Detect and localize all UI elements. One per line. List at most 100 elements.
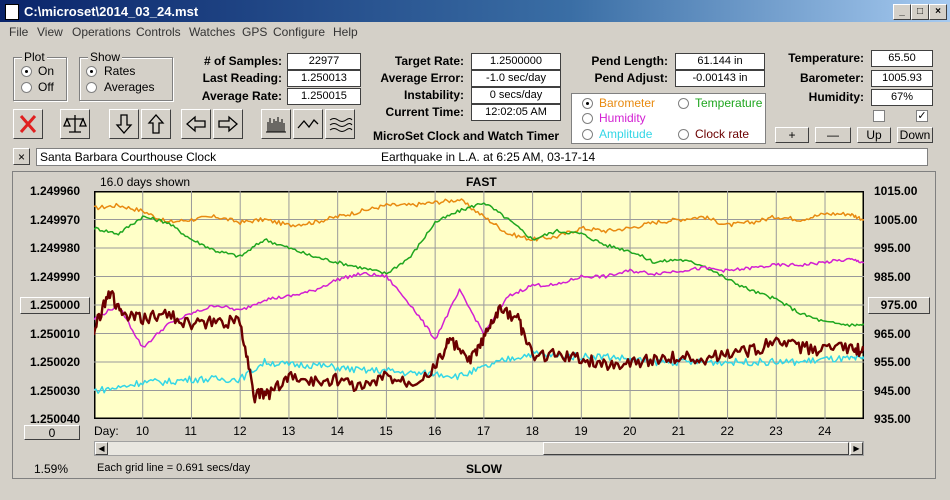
stop-button[interactable] — [13, 109, 43, 139]
menu-gps[interactable]: GPS — [242, 25, 268, 39]
pend-adjust-field: -0.00143 in — [675, 70, 765, 87]
down-button[interactable]: Down — [897, 127, 933, 143]
x-tick-label: 20 — [623, 424, 637, 438]
fast-label: FAST — [466, 175, 497, 189]
clock-name-field[interactable]: Santa Barbara Courthouse Clock — [40, 150, 217, 164]
scroll-left-arrow[interactable]: ◀ — [95, 442, 108, 455]
right-tick-label: 1005.00 — [874, 212, 918, 227]
barometer-radio[interactable] — [582, 98, 593, 109]
app-title: MicroSet Clock and Watch Timer — [373, 129, 560, 143]
menu-file[interactable]: File — [9, 25, 29, 39]
average-error-field: -1.0 sec/day — [471, 70, 561, 87]
plot-group-title: Plot — [22, 50, 47, 64]
temperature-field: 65.50 — [871, 50, 933, 67]
x-tick-label: 14 — [330, 424, 345, 438]
series-line-amplitude — [94, 349, 864, 394]
menu-configure[interactable]: Configure — [273, 25, 326, 39]
maximize-button[interactable]: □ — [911, 4, 929, 20]
show-group: Show Rates Averages — [79, 50, 173, 101]
left-arrow-button[interactable] — [181, 109, 211, 139]
menu-operations[interactable]: Operations — [72, 25, 131, 39]
plot-on-radio[interactable] — [21, 66, 32, 77]
scroll-thumb[interactable] — [543, 442, 849, 455]
show-averages-radio[interactable] — [86, 82, 97, 93]
checkbox-2[interactable]: ✓ — [916, 110, 928, 122]
right-scale-button[interactable]: 975.00 — [868, 297, 930, 314]
target-rate-label: Target Rate: — [394, 54, 464, 68]
bars-view-button[interactable] — [261, 109, 291, 139]
balance-button[interactable] — [60, 109, 90, 139]
amplitude-radio[interactable] — [582, 129, 593, 140]
title-bar: C:\microset\2014_03_24.mst _ □ × — [0, 0, 950, 22]
clock-rate-radio[interactable] — [678, 129, 689, 140]
right-arrow-button[interactable] — [213, 109, 243, 139]
scroll-right-arrow[interactable]: ▶ — [850, 442, 863, 455]
x-tick-label: 13 — [281, 424, 296, 438]
last-reading-label: Last Reading: — [202, 71, 282, 85]
x-tick-label: 23 — [769, 424, 783, 438]
x-tick-label: 10 — [135, 424, 150, 438]
up-button[interactable]: Up — [857, 127, 891, 143]
barometer-field: 1005.93 — [871, 70, 933, 87]
info-bar: Santa Barbara Courthouse Clock Earthquak… — [36, 148, 928, 166]
line-icon — [297, 118, 319, 129]
show-averages-label: Averages — [104, 80, 155, 94]
menu-bar: File View Operations Controls Watches GP… — [0, 22, 950, 42]
right-tick-label: 955.00 — [874, 355, 911, 369]
bars-icon — [266, 117, 286, 133]
chart-panel — [12, 171, 936, 479]
amplitude-option-label: Amplitude — [599, 127, 653, 141]
zero-button[interactable]: 0 — [24, 425, 80, 440]
x-tick-label: 11 — [184, 424, 197, 438]
series-line-temperature — [94, 202, 864, 328]
x-tick-label: 19 — [574, 424, 588, 438]
left-tick-label: 1.249970 — [30, 212, 81, 227]
close-window-button[interactable]: × — [929, 4, 947, 20]
right-tick-label: 965.00 — [874, 326, 911, 341]
target-rate-field[interactable]: 1.2500000 — [471, 53, 561, 70]
minus-button[interactable]: — — [815, 127, 851, 143]
left-tick-label: 1.250020 — [30, 355, 81, 369]
plot-off-radio[interactable] — [21, 82, 32, 93]
humidity-label: Humidity: — [808, 90, 864, 104]
left-tick-label: 1.250010 — [30, 326, 81, 341]
x-tick-label: 15 — [379, 424, 393, 438]
clock-rate-option-label: Clock rate — [695, 127, 750, 141]
x-tick-label: 24 — [818, 424, 832, 438]
line-view-button[interactable] — [293, 109, 323, 139]
menu-help[interactable]: Help — [333, 25, 358, 39]
wave-view-button[interactable] — [325, 109, 355, 139]
barometer-option-label: Barometer — [599, 96, 656, 110]
humidity-radio[interactable] — [582, 113, 593, 124]
show-rates-radio[interactable] — [86, 66, 97, 77]
pend-length-field[interactable]: 61.144 in — [675, 53, 765, 70]
menu-watches[interactable]: Watches — [189, 25, 236, 39]
left-tick-label: 1.249960 — [30, 184, 81, 198]
left-tick-label: 1.250030 — [30, 383, 81, 398]
pend-length-label: Pend Length: — [591, 54, 668, 68]
balance-scale-icon — [63, 115, 87, 133]
chart-scrollbar[interactable]: ◀ ▶ — [94, 441, 864, 456]
app-icon — [5, 4, 19, 20]
minimize-button[interactable]: _ — [893, 4, 911, 20]
temperature-radio[interactable] — [678, 98, 689, 109]
right-tick-label: 995.00 — [874, 241, 911, 255]
plot-off-label: Off — [38, 80, 54, 94]
menu-controls[interactable]: Controls — [136, 25, 181, 39]
close-info-button[interactable]: × — [13, 148, 30, 165]
series-line-clock-rate — [94, 290, 864, 404]
plus-button[interactable]: + — [775, 127, 809, 143]
x-tick-label: 16 — [428, 424, 442, 438]
down-arrow-button[interactable] — [109, 109, 139, 139]
checkbox-1[interactable] — [873, 110, 885, 122]
x-axis-label: Day: — [94, 424, 119, 438]
instability-label: Instability: — [403, 88, 464, 102]
show-group-title: Show — [88, 50, 123, 64]
right-tick-label: 1015.00 — [874, 184, 918, 198]
menu-view[interactable]: View — [37, 25, 63, 39]
left-tick-label: 1.249980 — [30, 241, 81, 255]
left-scale-button[interactable]: 1.250000 — [20, 297, 90, 314]
pend-adjust-label: Pend Adjust: — [594, 71, 668, 85]
up-arrow-button[interactable] — [141, 109, 171, 139]
up-arrow-icon — [147, 114, 165, 134]
